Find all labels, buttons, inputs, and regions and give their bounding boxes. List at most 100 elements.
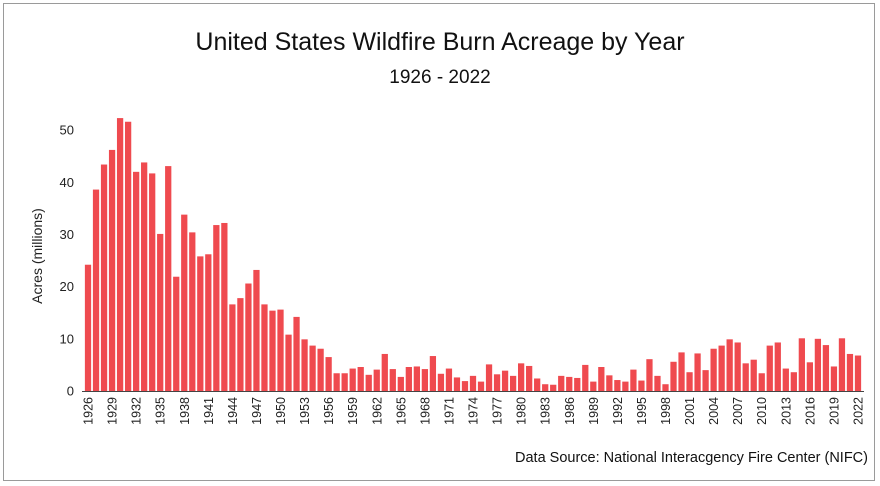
- bar-1940: [197, 256, 204, 391]
- bar-1994: [630, 369, 637, 391]
- bar-1982: [534, 378, 541, 391]
- y-tick-label: 30: [60, 227, 74, 242]
- x-tick-label: 1995: [635, 397, 649, 425]
- x-tick-label: 2016: [803, 397, 817, 425]
- bar-1942: [213, 225, 220, 391]
- bar-1959: [349, 368, 356, 391]
- y-axis-label: Acres (millions): [29, 208, 45, 304]
- bar-1999: [670, 361, 677, 391]
- chart-subtitle: 1926 - 2022: [389, 67, 490, 88]
- bar-1964: [389, 369, 396, 391]
- bar-2013: [782, 368, 789, 391]
- bar-1987: [574, 377, 581, 391]
- x-tick-label: 1950: [274, 397, 288, 425]
- x-tick-label: 1929: [106, 397, 120, 425]
- bar-2016: [806, 362, 813, 391]
- bar-2015: [798, 338, 805, 391]
- x-tick-label: 1971: [442, 397, 456, 425]
- bar-2018: [822, 345, 830, 391]
- bar-1949: [269, 310, 276, 391]
- bar-2011: [766, 345, 773, 391]
- bar-1934: [149, 173, 156, 391]
- bar-1955: [317, 348, 324, 391]
- bar-1997: [654, 375, 661, 391]
- bar-2004: [710, 348, 717, 391]
- bar-1992: [614, 380, 621, 391]
- bar-1938: [181, 214, 188, 391]
- bar-1976: [485, 364, 493, 391]
- bar-2001: [686, 372, 693, 391]
- bar-1946: [245, 283, 252, 391]
- bar-1985: [558, 375, 565, 391]
- bar-2000: [678, 352, 685, 391]
- bar-1975: [477, 381, 485, 391]
- x-tick-label: 2007: [731, 397, 745, 425]
- bar-2021: [846, 353, 854, 391]
- bar-1974: [469, 375, 477, 391]
- data-source-note: Data Source: National Interacgency Fire …: [515, 450, 868, 466]
- bars: [84, 118, 862, 392]
- bar-1988: [582, 364, 589, 391]
- bar-1937: [173, 276, 180, 391]
- x-tick-label: 1965: [394, 397, 408, 425]
- x-tick-label: 1944: [226, 397, 240, 425]
- x-axis-ticks: 1926 1929 1932 1935 1938 1941 1944 1947 1950 1953…: [82, 397, 866, 425]
- bar-2002: [694, 353, 701, 391]
- bar-1980: [518, 363, 525, 391]
- bar-2022: [854, 355, 862, 391]
- bar-1957: [333, 373, 340, 391]
- bar-2009: [750, 359, 757, 391]
- bar-2019: [830, 366, 838, 391]
- x-tick-label: 1935: [154, 397, 168, 425]
- chart-frame: United States Wildfire Burn Acreage by Y…: [3, 3, 875, 481]
- bar-1973: [461, 381, 469, 391]
- x-tick-label: 1959: [346, 397, 360, 425]
- bar-2020: [838, 338, 846, 391]
- bar-1947: [253, 269, 260, 391]
- bar-1978: [501, 370, 509, 391]
- x-tick-label: 1938: [178, 397, 192, 425]
- bar-2012: [774, 342, 781, 391]
- bar-1939: [189, 232, 196, 391]
- bar-1984: [550, 384, 557, 391]
- bar-1965: [397, 376, 404, 391]
- x-tick-label: 1986: [563, 397, 577, 425]
- bar-1945: [237, 298, 244, 391]
- bar-1944: [229, 304, 236, 391]
- x-tick-label: 1998: [659, 397, 673, 425]
- bar-1953: [301, 339, 308, 391]
- x-tick-label: 1974: [467, 397, 481, 425]
- x-tick-label: 1977: [491, 397, 505, 425]
- bar-1961: [365, 374, 372, 391]
- bar-1991: [606, 375, 613, 391]
- bar-2014: [790, 372, 797, 391]
- bar-1950: [277, 309, 284, 391]
- bar-1967: [413, 366, 420, 391]
- x-tick-label: 1992: [611, 397, 625, 425]
- bar-1935: [157, 233, 164, 391]
- bar-1979: [509, 375, 517, 391]
- bar-1932: [133, 171, 140, 391]
- bar-2008: [742, 363, 749, 391]
- bar-1977: [493, 374, 501, 391]
- bar-2010: [758, 373, 765, 391]
- bar-1936: [165, 166, 172, 391]
- bar-1986: [566, 376, 573, 391]
- bar-2003: [702, 370, 709, 391]
- bar-1948: [261, 304, 268, 391]
- bar-1972: [453, 377, 461, 391]
- bar-1943: [221, 222, 228, 391]
- wildfire-bar-chart: United States Wildfire Burn Acreage by Y…: [29, 28, 868, 466]
- bar-1927: [92, 189, 100, 391]
- bar-1962: [373, 369, 380, 391]
- bar-1966: [405, 367, 412, 391]
- chart-title: United States Wildfire Burn Acreage by Y…: [195, 28, 684, 56]
- x-tick-label: 1941: [202, 397, 216, 425]
- bar-1995: [638, 380, 645, 391]
- bar-1971: [445, 368, 453, 391]
- bar-1963: [381, 353, 388, 391]
- bar-1954: [309, 345, 316, 391]
- x-tick-label: 1926: [82, 397, 96, 425]
- bar-1951: [285, 334, 292, 391]
- bar-1983: [542, 384, 549, 391]
